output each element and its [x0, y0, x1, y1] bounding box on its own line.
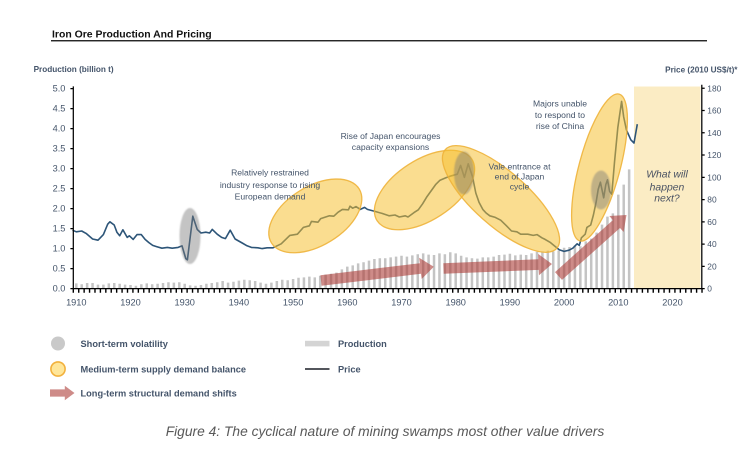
svg-text:rise of China: rise of China	[536, 121, 584, 131]
svg-text:Price: Price	[338, 364, 361, 374]
svg-text:1.5: 1.5	[53, 224, 66, 234]
svg-text:0.0: 0.0	[53, 284, 66, 294]
svg-text:Figure 4: The cyclical nature: Figure 4: The cyclical nature of mining …	[166, 424, 605, 439]
svg-text:1950: 1950	[283, 297, 303, 307]
svg-text:1910: 1910	[66, 297, 86, 307]
svg-text:120: 120	[707, 150, 721, 160]
svg-text:160: 160	[707, 106, 721, 116]
svg-text:Medium-term supply demand bala: Medium-term supply demand balance	[81, 364, 247, 374]
svg-text:60: 60	[707, 217, 717, 227]
svg-text:Relatively restrained: Relatively restrained	[231, 168, 309, 178]
svg-text:3.0: 3.0	[53, 164, 66, 174]
svg-text:European demand: European demand	[235, 192, 306, 202]
svg-text:capacity expansions: capacity expansions	[352, 142, 429, 152]
svg-text:40: 40	[707, 239, 717, 249]
svg-text:2020: 2020	[662, 297, 682, 307]
svg-text:2000: 2000	[554, 297, 574, 307]
svg-text:3.5: 3.5	[53, 144, 66, 154]
svg-text:100: 100	[707, 172, 721, 182]
svg-text:end of Japan: end of Japan	[495, 172, 545, 182]
svg-text:1960: 1960	[337, 297, 357, 307]
svg-text:What will: What will	[646, 170, 688, 181]
svg-text:Vale entrance at: Vale entrance at	[489, 162, 552, 172]
svg-text:1980: 1980	[445, 297, 465, 307]
svg-text:next?: next?	[654, 194, 680, 205]
svg-text:4.5: 4.5	[53, 104, 66, 114]
svg-text:1990: 1990	[500, 297, 520, 307]
svg-text:0.5: 0.5	[53, 264, 66, 274]
svg-text:1940: 1940	[229, 297, 249, 307]
svg-text:0: 0	[707, 284, 712, 294]
svg-text:cycle: cycle	[510, 182, 530, 192]
svg-text:Price (2010 US$/t)*: Price (2010 US$/t)*	[665, 65, 738, 74]
svg-text:1920: 1920	[120, 297, 140, 307]
svg-text:2010: 2010	[608, 297, 628, 307]
svg-text:happen: happen	[650, 182, 685, 193]
svg-text:1930: 1930	[174, 297, 194, 307]
svg-text:80: 80	[707, 195, 717, 205]
svg-text:140: 140	[707, 128, 721, 138]
svg-text:Long-term structural demand sh: Long-term structural demand shifts	[81, 388, 237, 398]
svg-text:Rise of Japan encourages: Rise of Japan encourages	[341, 131, 441, 141]
svg-text:Short-term volatility: Short-term volatility	[81, 339, 169, 349]
svg-text:4.0: 4.0	[53, 124, 66, 134]
svg-text:180: 180	[707, 83, 721, 93]
svg-text:Production (billion t): Production (billion t)	[34, 65, 114, 74]
svg-text:to respond to: to respond to	[535, 110, 585, 120]
svg-text:1970: 1970	[391, 297, 411, 307]
svg-text:20: 20	[707, 261, 717, 271]
svg-text:2.0: 2.0	[53, 204, 66, 214]
svg-text:Production: Production	[338, 339, 387, 349]
svg-text:1.0: 1.0	[53, 244, 66, 254]
svg-text:5.0: 5.0	[53, 84, 66, 94]
svg-text:Iron Ore Production And Pricin: Iron Ore Production And Pricing	[52, 30, 212, 41]
svg-text:2.5: 2.5	[53, 184, 66, 194]
svg-text:Majors unable: Majors unable	[533, 99, 587, 109]
svg-text:industry response to rising: industry response to rising	[220, 180, 321, 190]
